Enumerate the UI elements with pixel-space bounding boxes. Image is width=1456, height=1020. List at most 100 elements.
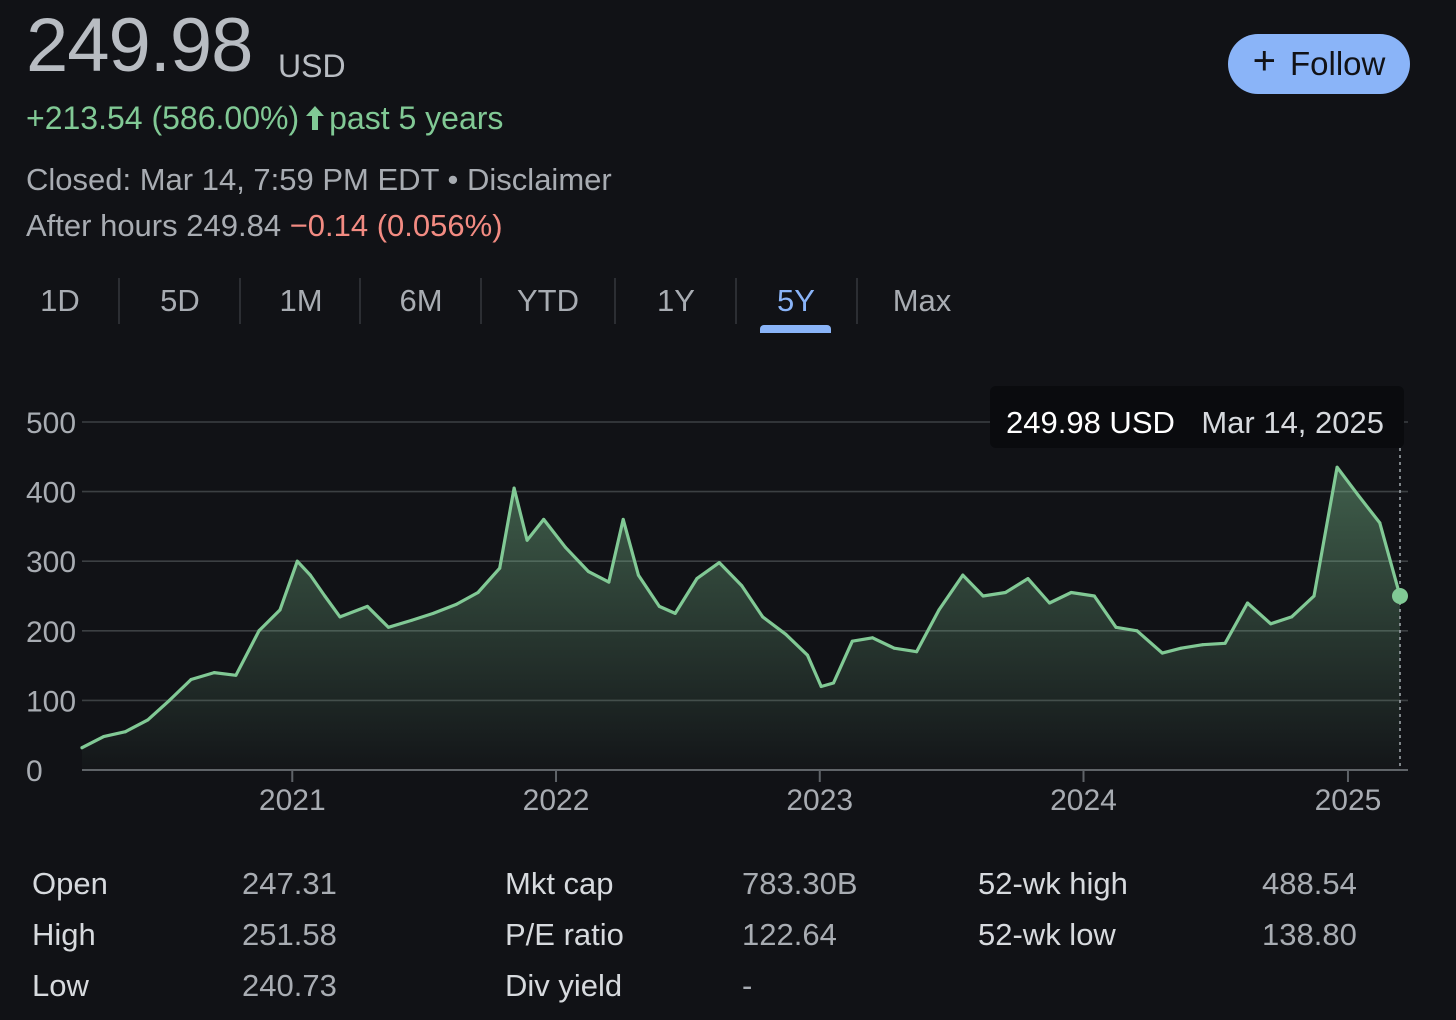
y-tick-label: 0: [26, 755, 43, 788]
stat-52wk-low-value: 138.80: [1262, 917, 1357, 952]
data-point: [819, 685, 823, 688]
data-point: [1290, 615, 1294, 619]
data-point: [832, 681, 835, 685]
tab-ytd[interactable]: YTD: [517, 283, 579, 318]
data-point: [892, 646, 896, 650]
data-point: [386, 625, 390, 629]
active-tab-indicator: [760, 325, 831, 333]
stat-pe-value: 122.64: [742, 917, 837, 952]
data-point: [123, 730, 127, 734]
data-point: [212, 671, 216, 675]
tooltip-value: 249.98 USD: [1006, 405, 1175, 440]
data-point: [1160, 651, 1164, 655]
data-point: [476, 591, 480, 594]
after-hours: After hours 249.84 −0.14 (0.056%): [26, 208, 503, 244]
data-point: [454, 602, 458, 606]
data-point: [657, 604, 661, 608]
data-point: [587, 570, 590, 574]
follow-button[interactable]: + Follow: [1228, 34, 1410, 94]
data-point: [636, 573, 640, 577]
data-point: [1312, 594, 1316, 598]
data-point: [542, 517, 546, 521]
data-point: [234, 673, 238, 677]
tab-divider: [118, 278, 120, 324]
change-value: +213.54 (586.00%): [26, 100, 300, 136]
data-point: [80, 746, 84, 750]
price-chart[interactable]: 0 100 200 300 400 500 2021 2022 2023 2024 2025 24…: [0, 370, 1456, 830]
tab-max[interactable]: Max: [892, 283, 952, 318]
stat-high-label: High: [32, 917, 96, 952]
tab-divider: [614, 278, 616, 324]
tab-5d[interactable]: 5D: [160, 283, 200, 318]
stat-mktcap-value: 783.30B: [742, 866, 858, 901]
data-point: [1069, 591, 1073, 594]
data-point: [308, 573, 312, 577]
data-point: [761, 615, 765, 619]
data-point: [915, 650, 919, 654]
plus-icon: +: [1252, 39, 1276, 83]
data-point: [1135, 629, 1139, 633]
tab-1d[interactable]: 1D: [40, 283, 80, 318]
data-point: [695, 577, 699, 581]
data-point: [563, 545, 567, 549]
stat-open-label: Open: [32, 866, 108, 901]
y-tick-label: 200: [26, 616, 76, 649]
stat-div-value: -: [742, 968, 753, 1003]
data-point: [257, 629, 261, 633]
x-tick-label: 2023: [786, 784, 853, 817]
stat-52wk-high-value: 488.54: [1262, 866, 1357, 901]
data-point: [1378, 521, 1382, 525]
data-point: [431, 611, 435, 615]
data-point: [295, 559, 299, 563]
data-point: [1201, 643, 1205, 647]
stat-div-label: Div yield: [505, 968, 623, 1003]
tab-1y[interactable]: 1Y: [657, 283, 695, 318]
data-point: [278, 608, 282, 612]
data-point: [740, 584, 744, 588]
data-point: [784, 632, 788, 636]
data-point: [1004, 591, 1007, 594]
stat-low-value: 240.73: [242, 968, 337, 1003]
stat-low-label: Low: [32, 968, 89, 1003]
current-price-marker: [1392, 588, 1408, 605]
data-point: [871, 636, 874, 640]
y-tick-label: 500: [26, 407, 76, 440]
price-area: [82, 467, 1400, 770]
disclaimer-link[interactable]: Disclaimer: [467, 162, 612, 197]
market-status: Closed: Mar 14, 7:59 PM EDT • Disclaimer: [26, 162, 612, 198]
after-hours-price: After hours 249.84: [26, 208, 282, 243]
tab-divider: [239, 278, 241, 324]
tab-divider: [735, 278, 737, 324]
stat-mktcap-label: Mkt cap: [505, 866, 614, 901]
tab-divider: [480, 278, 482, 324]
data-point: [1269, 622, 1273, 626]
data-point: [1335, 465, 1339, 469]
tab-divider: [856, 278, 858, 324]
follow-label: Follow: [1290, 45, 1386, 82]
data-point: [1179, 646, 1183, 650]
x-tick-label: 2024: [1050, 784, 1117, 817]
data-point: [1356, 493, 1360, 497]
key-stats: Open 247.31 High 251.58 Low 240.73 Mkt c…: [0, 860, 1456, 1020]
data-point: [338, 615, 342, 619]
currency-label: USD: [278, 48, 346, 84]
range-tabs: 1D 5D 1M 6M YTD 1Y 5Y Max: [0, 276, 1000, 336]
current-price: 249.98: [26, 3, 253, 88]
data-point: [410, 618, 413, 622]
change-period: past 5 years: [329, 100, 504, 136]
data-point: [525, 538, 529, 542]
tab-5y[interactable]: 5Y: [777, 283, 815, 318]
data-point: [323, 594, 327, 598]
stat-52wk-low-label: 52-wk low: [978, 917, 1116, 952]
tab-1m[interactable]: 1M: [279, 283, 323, 318]
data-point: [850, 639, 854, 643]
x-tick-label: 2021: [259, 784, 326, 817]
price-change: +213.54 (586.00%) past 5 years: [26, 100, 503, 137]
data-point: [365, 604, 369, 608]
data-point: [981, 594, 985, 598]
arrow-up-icon: [305, 103, 325, 131]
data-point: [512, 486, 516, 490]
data-point: [717, 561, 721, 565]
data-point: [1246, 601, 1249, 605]
tab-6m[interactable]: 6M: [399, 283, 443, 318]
